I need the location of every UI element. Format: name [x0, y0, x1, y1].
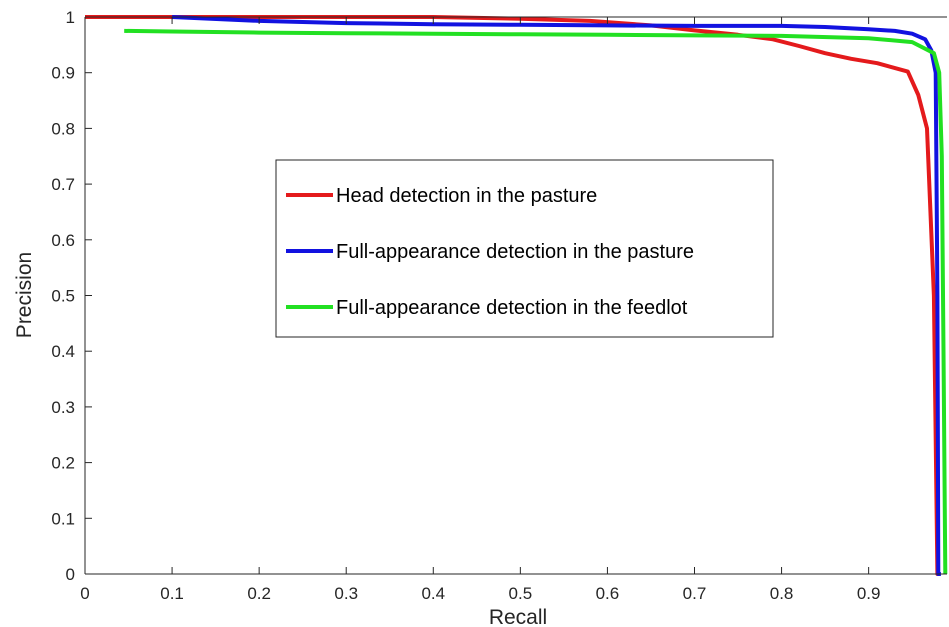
y-tick-label: 0.1: [51, 509, 75, 528]
x-tick-label: 0.4: [421, 584, 445, 603]
legend-box: [275, 159, 774, 338]
y-tick-label: 0.2: [51, 454, 75, 473]
x-tick-label: 0.1: [160, 584, 184, 603]
x-tick-label: 0.9: [857, 584, 881, 603]
x-axis-label: Recall: [489, 606, 547, 627]
y-tick-label: 1: [66, 8, 75, 27]
y-axis-label: Precision: [13, 252, 36, 338]
legend: Head detection in the pasture Full-appear…: [275, 159, 774, 338]
y-tick-label: 0: [66, 565, 75, 584]
y-tick-label: 0.4: [51, 342, 75, 361]
legend-label-1: Head detection in the pasture: [336, 185, 597, 207]
x-tick-label: 0.3: [334, 584, 358, 603]
x-tick-label: 0.2: [247, 584, 271, 603]
y-tick-label: 0.7: [51, 175, 75, 194]
series-line-2: [172, 15, 941, 576]
x-tick-label: 0.6: [596, 584, 620, 603]
y-tick-label: 0.9: [51, 64, 75, 83]
x-tick-label: 0.7: [683, 584, 707, 603]
axis-ticks: 0 0.1 0.2 0.3 0.4 0.5 0.6 0.7 0.8 0.9 0 0.1 0.2 0.3 0.…: [51, 8, 880, 603]
legend-label-3: Full-appearance detection in the feedlot: [336, 297, 688, 319]
y-tick-label: 0.6: [51, 231, 75, 250]
x-tick-label: 0.8: [770, 584, 794, 603]
y-tick-label: 0.3: [51, 398, 75, 417]
y-tick-label: 0.8: [51, 119, 75, 138]
y-tick-label: 0.5: [51, 287, 75, 306]
x-tick-label: 0.5: [509, 584, 533, 603]
legend-label-2: Full-appearance detection in the pasture: [336, 241, 694, 263]
series-line-3: [124, 28, 948, 575]
x-tick-label: 0: [80, 584, 89, 603]
